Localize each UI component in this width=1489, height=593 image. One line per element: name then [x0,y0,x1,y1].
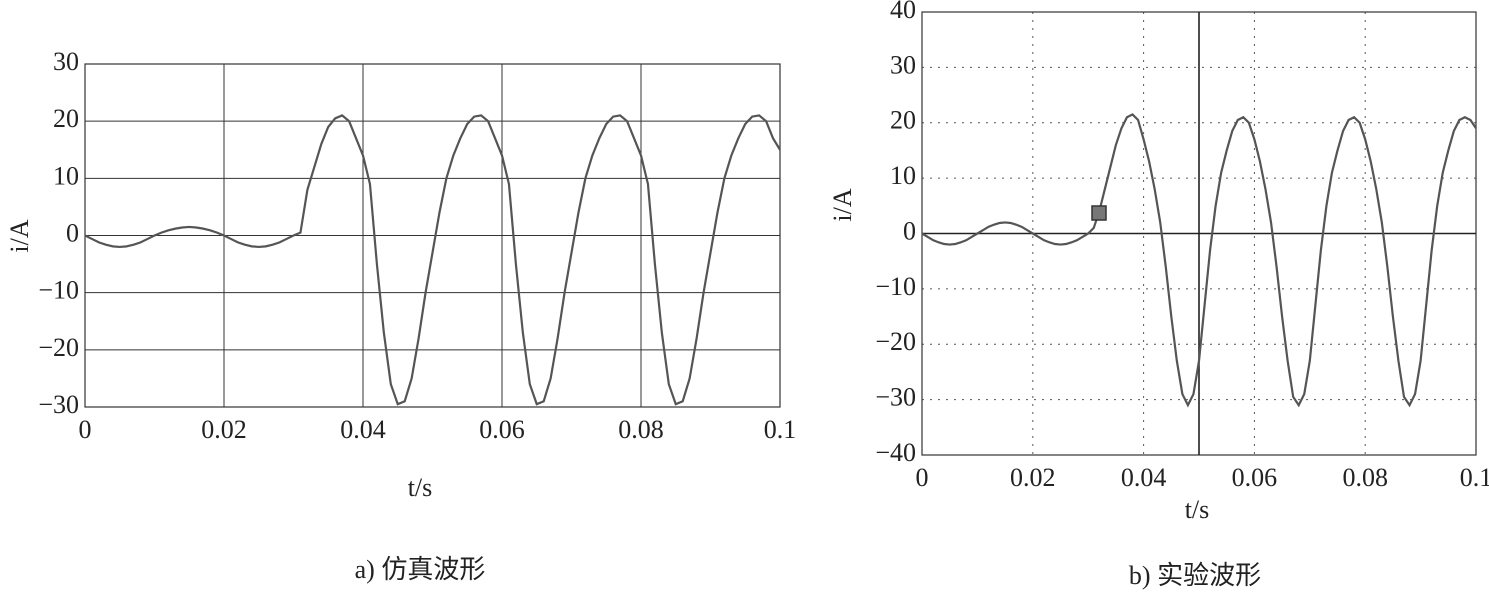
y-tick-label: 20 [890,106,916,135]
x-tick-label: 0.08 [618,415,664,444]
y-tick-label: 0 [903,216,916,245]
y-tick-label: −10 [38,276,79,305]
caption: b) 实验波形 [1129,561,1261,590]
x-tick-label: 0.06 [1232,463,1278,492]
x-tick-label: 0.1 [1460,463,1489,492]
y-tick-label: −10 [875,272,916,301]
x-tick-label: 0.08 [1342,463,1388,492]
x-tick-label: 0.02 [201,415,247,444]
caption: a) 仿真波形 [355,555,486,584]
x-tick-label: 0.04 [1121,463,1167,492]
y-tick-label: 0 [66,218,79,247]
current-line [921,113,1477,408]
y-tick-label: −30 [875,383,916,412]
x-tick-label: 0.06 [479,415,525,444]
y-axis-label: i/A [828,188,857,221]
y-tick-label: −30 [38,390,79,419]
x-tick-label: 0.1 [764,415,797,444]
x-tick-label: 0.02 [1010,463,1056,492]
y-tick-label: 30 [890,50,916,79]
x-axis-label: t/s [408,473,433,502]
y-tick-label: −20 [875,327,916,356]
x-tick-label: 0.04 [340,415,386,444]
y-tick-label: −20 [38,333,79,362]
trigger-marker [1091,205,1107,221]
x-tick-label: 0 [916,463,929,492]
y-tick-label: −40 [875,438,916,467]
y-tick-label: 30 [53,47,79,76]
y-tick-label: 40 [890,0,916,24]
y-tick-label: 10 [890,161,916,190]
x-tick-label: 0 [79,415,92,444]
y-tick-label: 10 [53,161,79,190]
x-axis-label: t/s [1185,495,1210,524]
y-tick-label: 20 [53,104,79,133]
y-axis-label: i/A [5,219,34,252]
current-line [84,114,781,406]
